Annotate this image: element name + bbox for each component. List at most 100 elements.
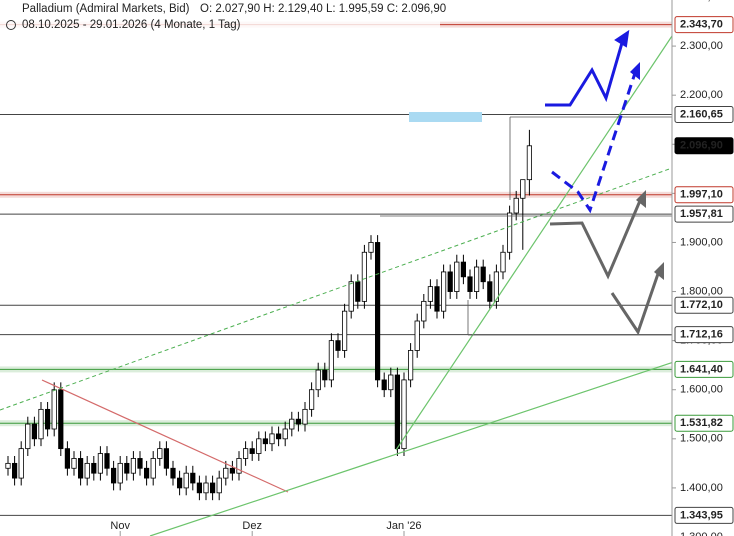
plot: Nov Dez Jan '26 [0,21,672,536]
candle-body [190,472,196,484]
candle-body [78,458,84,479]
y-tick-label: 1.900,00 [680,236,723,248]
candle-body [150,458,156,479]
candle-body [170,467,176,479]
x-tick-label: Dez [242,520,262,532]
arrow-path [549,195,644,280]
level-label: 1.957,81 [680,208,723,220]
arrowhead [614,29,630,48]
header-bg [0,0,440,34]
subtitle: 08.10.2025 - 29.01.2026 (4 Monate, 1 Tag… [22,19,241,31]
level-label: 1.997,10 [680,189,723,201]
candle-body [493,271,500,302]
candle-body [157,448,163,459]
y-tick-label: 1.500,00 [680,433,723,445]
candle-body [368,242,374,253]
candle-body [440,271,447,312]
level-label-box [674,506,734,524]
candle-body [176,477,183,489]
title: Palladium (Admiral Markets, Bid) [22,3,190,15]
level-label: 1.641,40 [680,363,723,375]
candle-body [341,310,348,351]
candle-body [216,477,222,494]
level-label: 1.343,95 [680,509,723,521]
level-label-box [674,326,734,344]
level-label: 2.343,70 [680,19,723,31]
candle-body [236,458,242,474]
candle-body [38,408,44,440]
candle-body [414,320,420,351]
level-label: 2.160,65 [680,108,723,120]
level-label-box [674,137,734,155]
level-label: 1.531,82 [680,417,723,429]
candle-body [473,266,480,292]
trend-line [395,29,677,451]
arrowhead [654,262,664,280]
candle-body [487,281,493,302]
candle-body [480,266,486,283]
candle-body [223,467,229,479]
level-label-box [674,105,734,123]
candle-body [513,197,519,214]
candle-body [111,467,117,484]
candle-body [427,286,434,302]
candle-body [335,340,341,351]
candle-body [51,389,57,430]
candle-body [388,374,394,391]
drawings [0,29,734,536]
x-tick-label: Nov [110,520,130,532]
y-tick-label: 1.600,00 [680,384,723,396]
trend-line [41,379,289,493]
candle-body [322,369,328,381]
candle-body [460,261,467,278]
ohlc: O: 2.027,90 H: 2.129,40 L: 1.995,59 C: 2… [200,3,446,15]
candle-body [374,242,381,381]
candle-body [289,418,295,430]
candle-body [454,261,460,292]
candle-body [447,271,453,292]
candle-body [249,448,255,454]
candle-body [500,251,506,273]
candle-body [18,448,24,479]
level-label-box [674,414,734,432]
candle-body [256,438,262,454]
candle-body [25,423,31,450]
x-tick-label: Jan '26 [386,520,421,532]
candle-body [31,423,38,440]
candle-body [407,350,414,381]
level-label: 2.096,90 [680,140,723,152]
candle-body [104,453,110,469]
trend-line [149,341,734,536]
candle-body [196,482,202,494]
candle-body [348,281,354,312]
candle-body [137,458,143,469]
level-label-box [674,205,734,223]
candle-body [91,462,97,474]
candle-body [526,145,533,181]
candle-body [117,462,123,484]
candle-body [308,389,315,410]
candle-body [163,448,169,469]
candle-body [275,433,282,440]
candle-body [467,276,473,292]
candle-body [262,438,269,445]
candle-body [302,408,308,425]
candle-body [130,458,136,474]
y-tick-label: 1.400,00 [680,482,723,494]
y-tick-label: 2.400,00 [680,0,723,3]
candle-body [229,467,235,474]
candle-body [143,467,150,479]
level-label-box [674,296,734,314]
candle-body [282,428,288,440]
clock-icon [6,20,16,30]
candle-body [520,179,526,199]
candle-body [421,300,427,322]
y-tick-label: 1.800,00 [680,285,723,297]
level-label-box [674,186,734,204]
candle-body [434,286,440,312]
arrowhead [636,190,646,208]
y-tick-label: 1.300,00 [680,531,723,536]
candle-body [71,458,77,469]
candle-body [269,433,275,445]
